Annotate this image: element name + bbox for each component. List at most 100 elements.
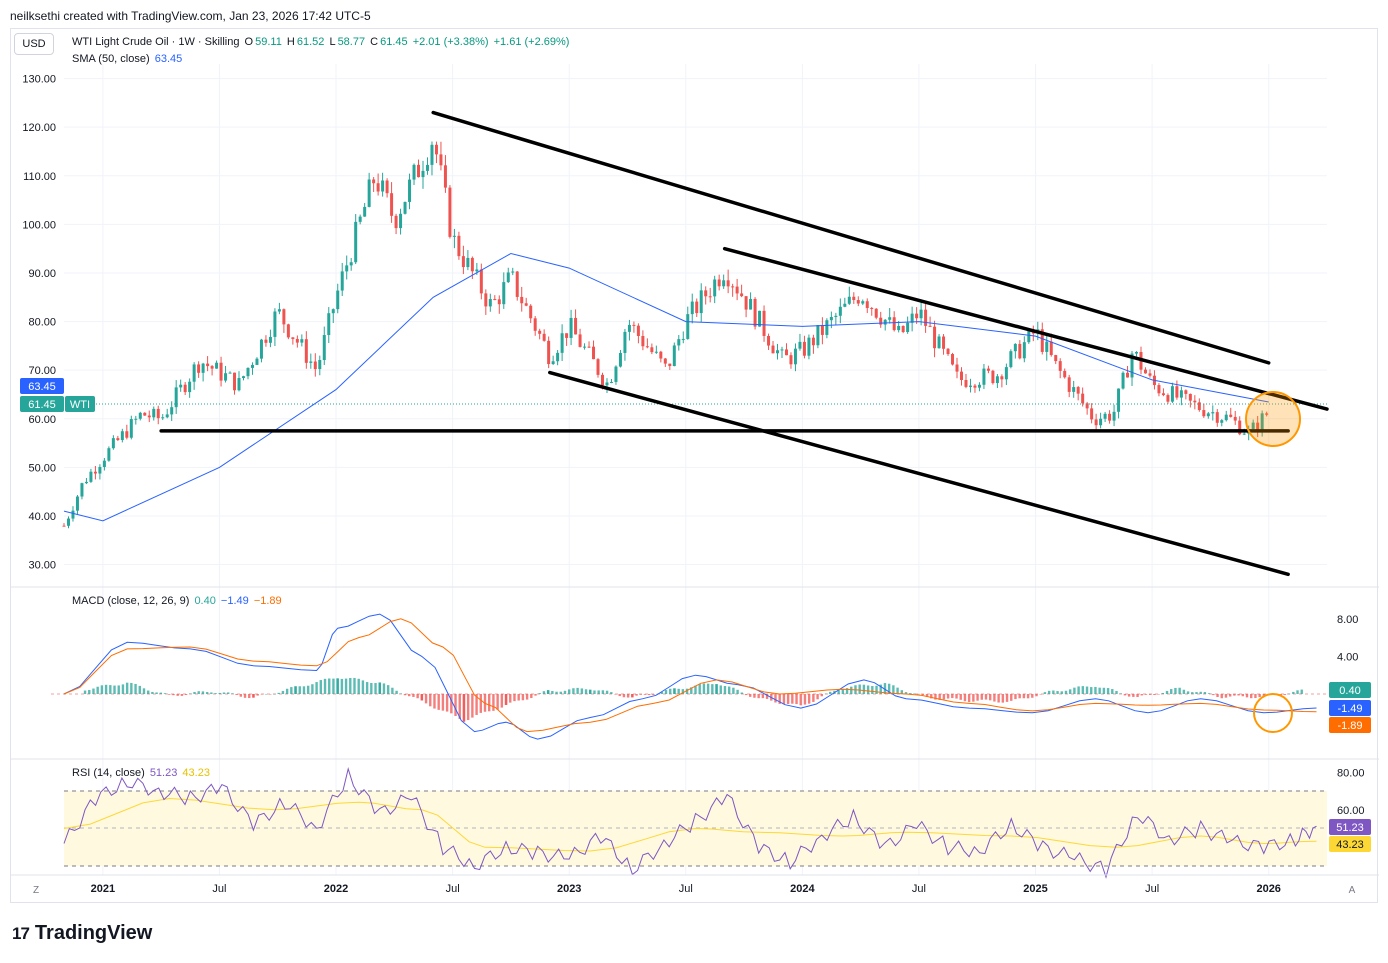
macd-hist-bar xyxy=(673,688,676,694)
candle-body xyxy=(1197,402,1201,411)
rsi-ma-tag xyxy=(1329,836,1371,852)
candle-body xyxy=(1013,343,1017,352)
ohlc-open-label: O xyxy=(244,36,254,48)
price-tick-label: 100.00 xyxy=(22,219,56,231)
candle-body xyxy=(268,336,272,343)
candle-body xyxy=(1090,408,1094,420)
macd-hist-bar xyxy=(921,694,925,695)
candle-body xyxy=(592,346,596,360)
macd-hist-bar xyxy=(639,694,642,695)
macd-hist-bar xyxy=(551,690,554,694)
candle-body xyxy=(538,330,542,334)
macd-hist-bar xyxy=(96,686,99,694)
candle-body xyxy=(825,320,829,335)
macd-hist-bar xyxy=(1022,694,1026,699)
time-tick-label: 2023 xyxy=(557,883,581,895)
time-tick-label: 2021 xyxy=(91,883,115,895)
macd-hist-bar xyxy=(269,694,272,695)
candle-body xyxy=(861,301,865,304)
macd-hist-bar xyxy=(365,682,369,694)
symbol-name[interactable]: WTI Light Crude Oil · 1W · Skilling xyxy=(72,36,240,48)
candle-body xyxy=(367,179,371,207)
macd-signal-value: −1.89 xyxy=(253,595,282,607)
macd-hist-bar xyxy=(1132,694,1135,697)
candle-body xyxy=(1161,393,1165,396)
macd-hist-bar xyxy=(1106,688,1110,694)
macd-hist-bar xyxy=(500,694,504,708)
macd-hist-bar xyxy=(1195,692,1198,694)
candle-body xyxy=(246,367,250,377)
candle-body xyxy=(295,338,299,343)
candle-body xyxy=(62,525,66,527)
ohlc-high-label: H xyxy=(286,36,295,48)
macd-hist-bar xyxy=(437,694,440,710)
macd-hist-bar xyxy=(445,694,449,712)
trendlines[interactable] xyxy=(159,110,1329,577)
scale-right-toggle[interactable]: A xyxy=(1349,885,1356,896)
sma-legend[interactable]: SMA (50, close) 63.45 xyxy=(72,53,184,65)
chart-frame[interactable]: 130.00 120.00 110.00 100.00 90.00 80.00 70.00 6… xyxy=(10,28,1379,904)
macd-hist-bar xyxy=(618,694,621,697)
candle-body xyxy=(789,355,793,365)
candle-body xyxy=(1256,422,1260,431)
candle-body xyxy=(677,339,681,346)
macd-hist-bar xyxy=(959,694,962,700)
sma-label[interactable]: SMA (50, close) xyxy=(72,53,150,65)
macd-hist-bar xyxy=(568,689,571,694)
macd-hist-bar xyxy=(205,692,209,694)
candle-body xyxy=(1175,386,1179,398)
time-axis[interactable]: 2021 Jul 2022 Jul 2023 Jul 2024 Jul 2025 Jul 2026 xyxy=(91,883,1281,895)
candle-body xyxy=(1108,413,1112,421)
chart-canvas[interactable]: 130.00 120.00 110.00 100.00 90.00 80.00 70.00 6… xyxy=(11,29,1379,904)
candle-body xyxy=(942,336,946,349)
candle-body xyxy=(888,317,892,320)
candle-body xyxy=(951,354,955,365)
candle-body xyxy=(955,364,959,372)
scale-left-toggle[interactable]: Z xyxy=(33,885,39,896)
price-tick-label: 90.00 xyxy=(28,268,56,280)
candle-body xyxy=(264,339,268,343)
macd-line xyxy=(63,613,1317,740)
grid-lines xyxy=(64,64,1327,875)
macd-hist-bar xyxy=(660,691,664,694)
macd-legend[interactable]: MACD (close, 12, 26, 9) 0.40 −1.49 −1.89 xyxy=(72,595,284,607)
candle-body xyxy=(731,286,735,288)
macd-hist-bar xyxy=(450,694,453,714)
macd-hist-bar xyxy=(631,694,634,698)
price-tick-label: 120.00 xyxy=(22,122,56,134)
candle-body xyxy=(443,165,447,188)
candle-body xyxy=(1233,416,1237,421)
rsi-legend[interactable]: RSI (14, close) 51.23 43.23 xyxy=(72,767,212,779)
candle-body xyxy=(991,370,995,384)
candle-body xyxy=(820,325,824,335)
macd-label[interactable]: MACD (close, 12, 26, 9) xyxy=(72,595,190,607)
macd-hist-bar xyxy=(349,678,352,694)
candle-body xyxy=(690,301,694,315)
macd-hist-bar xyxy=(222,692,226,694)
candle-body xyxy=(309,361,313,363)
currency-button[interactable]: USD xyxy=(14,33,54,55)
macd-hist-bar xyxy=(837,690,840,694)
candle-body xyxy=(753,298,757,327)
macd-hist-bar xyxy=(1165,690,1169,694)
macd-hist-bar xyxy=(336,678,339,694)
candle-body xyxy=(1099,418,1103,426)
macd-hist-bar xyxy=(850,686,853,694)
candle-body xyxy=(372,179,376,184)
rsi-label[interactable]: RSI (14, close) xyxy=(72,767,145,779)
macd-hist-bar xyxy=(1102,687,1106,694)
footer-brand[interactable]: 17 TradingView xyxy=(12,922,152,945)
macd-hist-bar xyxy=(1073,687,1076,694)
macd-hist-bar xyxy=(904,692,908,694)
candle-body xyxy=(107,448,111,461)
macd-signal-tag-text: -1.89 xyxy=(1337,720,1362,732)
macd-hist-bar xyxy=(946,694,950,699)
macd-hist-bar xyxy=(420,694,424,701)
symbol-legend[interactable]: WTI Light Crude Oil · 1W · Skilling O 59.… xyxy=(72,36,571,48)
macd-hist-bar xyxy=(395,690,398,694)
macd-hist-bar xyxy=(1052,690,1055,694)
macd-hist-bar xyxy=(761,694,765,699)
candle-body xyxy=(224,373,228,381)
macd-line-tag-text: -1.49 xyxy=(1337,703,1362,715)
macd-hist-bar xyxy=(252,694,255,698)
